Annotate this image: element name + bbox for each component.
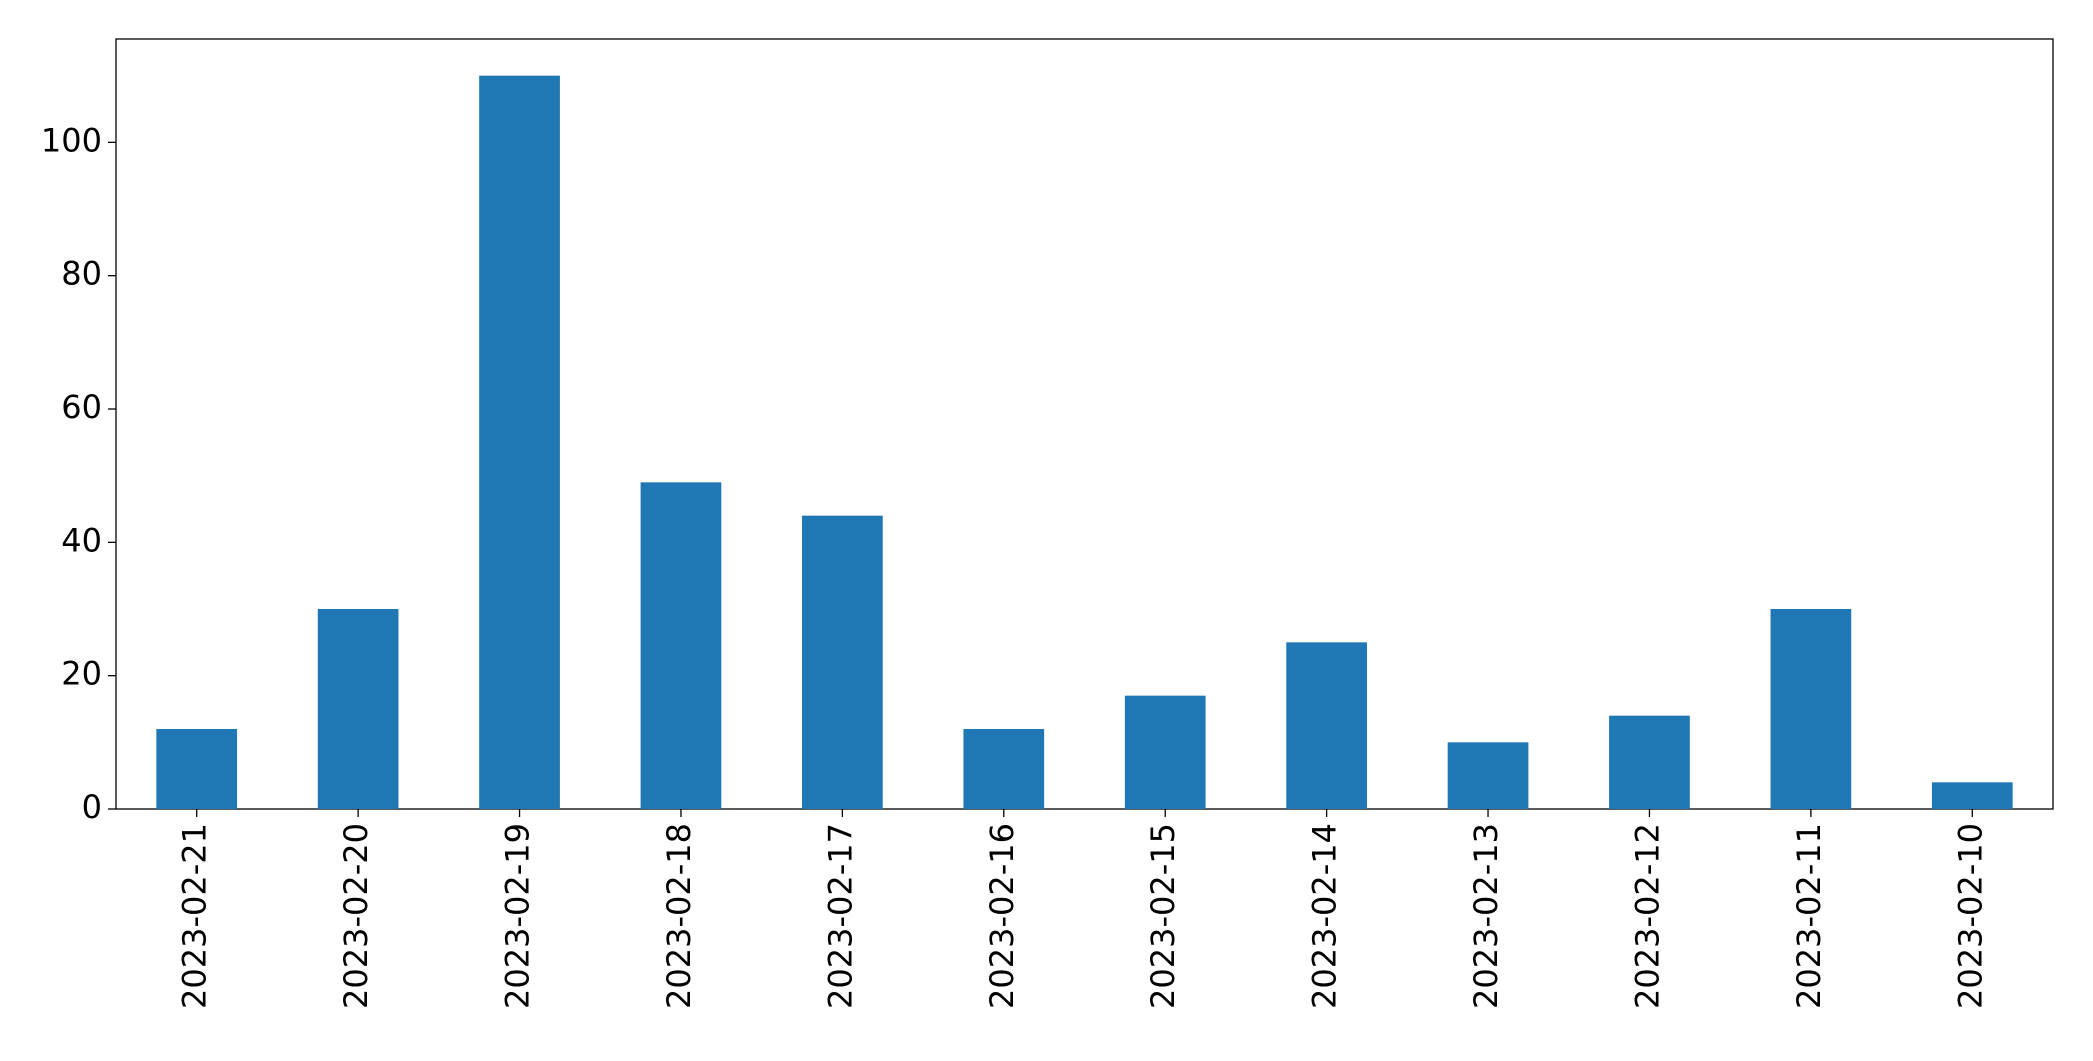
bar [1286,642,1367,809]
x-tick-label: 2023-02-11 [1790,823,1828,1009]
x-tick-label: 2023-02-15 [1144,823,1182,1009]
bar [963,729,1045,809]
x-tick-label: 2023-02-14 [1306,823,1344,1009]
bar [1609,715,1690,809]
y-tick-label: 100 [41,121,102,159]
bar [802,515,883,809]
x-tick-label: 2023-02-20 [337,823,375,1009]
x-tick-label: 2023-02-16 [983,823,1021,1009]
bar [1124,695,1206,809]
y-tick-label: 80 [61,255,102,293]
x-tick-label: 2023-02-10 [1951,823,1989,1009]
plot-frame [115,38,2054,810]
y-tick-label: 20 [61,655,102,693]
y-tick-label: 60 [61,388,102,426]
x-tick-label: 2023-02-17 [821,823,859,1009]
bar [640,482,722,809]
bar [479,75,560,809]
x-tick-label: 2023-02-13 [1467,823,1505,1009]
bar [1931,782,2013,809]
y-tick-label: 40 [61,521,102,559]
bar [1447,742,1529,809]
x-tick-label: 2023-02-18 [660,823,698,1009]
y-tick-label: 0 [82,788,102,826]
x-tick-label: 2023-02-21 [176,823,214,1009]
bar [156,729,238,809]
x-tick-label: 2023-02-12 [1628,823,1666,1009]
bar [317,609,399,809]
x-tick-label: 2023-02-19 [499,823,537,1009]
bar [1770,609,1852,809]
